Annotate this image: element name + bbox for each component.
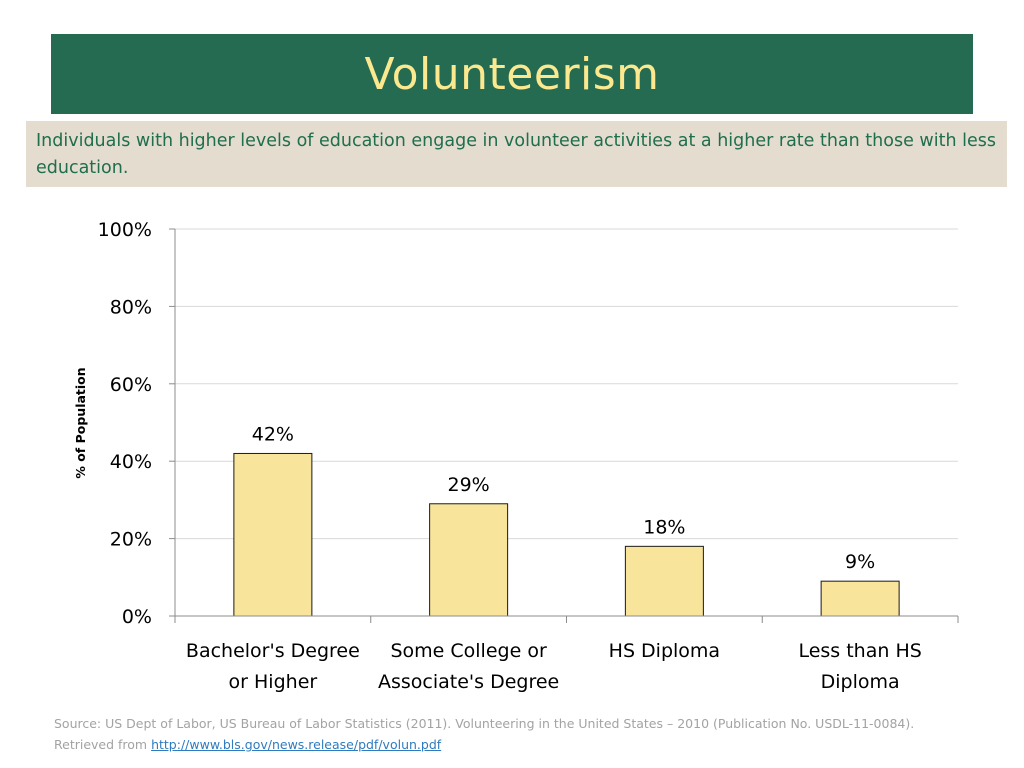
data-label: 29% bbox=[448, 474, 490, 496]
source-text: Source: US Dept of Labor, US Bureau of L… bbox=[54, 716, 915, 752]
y-tick-label: 40% bbox=[110, 451, 152, 473]
data-label: 9% bbox=[845, 551, 875, 573]
x-category-label: Associate's Degree bbox=[378, 671, 559, 693]
slide-subtitle: Individuals with higher levels of educat… bbox=[36, 131, 996, 178]
slide-title: Volunteerism bbox=[364, 48, 660, 100]
x-category-label: or Higher bbox=[229, 671, 318, 693]
axes bbox=[169, 228, 959, 623]
data-label: 42% bbox=[252, 423, 294, 445]
x-category-label: Bachelor's Degree bbox=[186, 640, 360, 662]
y-tick-label: 60% bbox=[110, 374, 152, 396]
title-banner: Volunteerism bbox=[51, 34, 973, 114]
y-axis-title: % of Population bbox=[73, 367, 88, 478]
x-category-label: Diploma bbox=[821, 671, 900, 693]
y-tick-label: 20% bbox=[110, 529, 152, 551]
source-link[interactable]: http://www.bls.gov/news.release/pdf/volu… bbox=[151, 737, 442, 752]
y-tick-label: 100% bbox=[98, 219, 152, 241]
labels: 0% 20% 40% 60% 80% 100% 42% Bachelor's Degree or… bbox=[73, 219, 922, 693]
bar bbox=[429, 503, 509, 617]
subtitle-box: Individuals with higher levels of educat… bbox=[26, 121, 1007, 187]
x-category-label: Some College or bbox=[390, 640, 546, 662]
bars bbox=[233, 452, 900, 617]
y-tick-label: 0% bbox=[122, 606, 152, 628]
bar bbox=[820, 580, 900, 617]
x-category-label: Less than HS bbox=[798, 640, 921, 662]
data-label: 18% bbox=[643, 516, 685, 538]
bar bbox=[624, 545, 704, 617]
y-tick-label: 80% bbox=[110, 296, 152, 318]
bar bbox=[233, 452, 313, 617]
x-category-label: HS Diploma bbox=[609, 640, 720, 662]
source-citation: Source: US Dept of Labor, US Bureau of L… bbox=[54, 713, 934, 755]
